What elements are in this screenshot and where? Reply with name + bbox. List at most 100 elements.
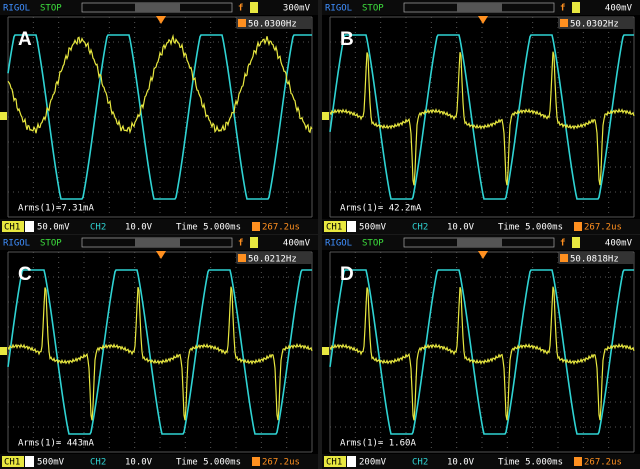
scope-panel: RIGOL STOP f 400mV 50.0212Hz C Arms(1)= 443mA C… [0,235,318,469]
brand: RIGOL [3,239,30,249]
bottom-bar [322,219,640,234]
ch1-trace [329,286,635,421]
panel-label: D [340,264,354,285]
measurement: Arms(1)=7.31mA [18,204,94,214]
freq-icon [238,19,246,27]
trigger-src [250,237,258,248]
timebase: Time 5.000ms [176,458,241,468]
measurement: Arms(1)= 1.60A [340,439,416,449]
ch1-coupling [25,456,34,467]
ch2-label: CH2 [412,458,428,468]
timebase: Time 5.000ms [498,223,563,233]
bottom-bar [0,219,318,234]
ch1-badge [324,456,346,467]
offset-icon [574,457,582,466]
offset-icon [252,222,260,231]
memory-window [135,238,180,247]
ch2-scale: 10.0V [125,223,153,233]
freq-icon [560,19,568,27]
status: STOP [40,4,62,14]
ch1-scale: 500mV [359,223,387,233]
memory-window [457,238,502,247]
memory-window [135,3,180,12]
ch1-coupling [25,221,34,232]
brand: RIGOL [325,4,352,14]
frequency: 50.0302Hz [570,20,619,30]
trigger-edge: f [238,239,243,249]
trigger-offset: 267.2us [584,223,622,233]
ch1-badge [324,221,346,232]
ch1-badge [2,456,24,467]
frequency: 50.0818Hz [570,255,619,265]
ch1-coupling [347,456,356,467]
trigger-pos-marker [478,251,488,259]
trigger-edge: f [238,4,243,14]
freq-box [236,17,312,29]
ch2-trace [7,269,312,435]
trigger-offset: 267.2us [262,458,300,468]
ch2-label: CH2 [412,223,428,233]
trigger-level: 400mV [283,239,311,249]
ch1-marker [322,347,329,355]
ch1-marker [0,112,7,120]
ch1-marker [0,347,7,355]
trigger-level: 400mV [605,4,633,14]
timebase: Time 5.000ms [498,458,563,468]
memory-window [457,3,502,12]
bottom-bar [0,454,318,469]
frequency: 50.0300Hz [248,20,297,30]
trigger-offset: 267.2us [262,223,300,233]
ch1-scale: 50.0mV [37,223,70,233]
ch2-label: CH2 [90,458,106,468]
trigger-src [572,2,580,13]
ch1-scale: 500mV [37,458,65,468]
offset-icon [574,222,582,231]
trigger-level: 300mV [283,4,311,14]
ch2-trace [329,34,634,200]
brand: RIGOL [325,239,352,249]
ch1-coupling [347,221,356,232]
ch1-badge [2,221,24,232]
ch1-marker [322,112,329,120]
panel-label: A [18,29,32,50]
bottom-bar [322,454,640,469]
trigger-pos-marker [156,251,166,259]
ch1-label: CH1 [4,458,20,468]
trigger-edge: f [560,4,565,14]
ch1-trace [7,286,313,421]
scope-panel: RIGOL STOP f 400mV 50.0818Hz D Arms(1)= 1.60A C… [322,235,640,469]
timebase: Time 5.000ms [176,223,241,233]
freq-box [236,252,312,264]
offset-icon [252,457,260,466]
measurement: Arms(1)= 443mA [18,439,94,449]
scope-panel: RIGOL STOP f 300mV 50.0300Hz A Arms(1)=7.31mA C… [0,0,318,234]
ch2-scale: 10.0V [447,458,475,468]
freq-box [558,252,634,264]
status: STOP [40,239,62,249]
freq-icon [560,254,568,262]
scope-panel: RIGOL STOP f 400mV 50.0302Hz B Arms(1)= 42.2mA… [322,0,640,234]
brand: RIGOL [3,4,30,14]
ch2-scale: 10.0V [447,223,475,233]
trigger-pos-marker [156,16,166,24]
trigger-edge: f [560,239,565,249]
measurement: Arms(1)= 42.2mA [340,204,422,214]
ch1-trace [329,51,635,186]
ch2-trace [7,34,312,200]
trigger-src [250,2,258,13]
frequency: 50.0212Hz [248,255,297,265]
ch1-label: CH1 [326,223,342,233]
trigger-src [572,237,580,248]
ch1-label: CH1 [4,223,20,233]
ch1-label: CH1 [326,458,342,468]
panel-label: B [340,29,354,50]
ch1-trace [7,33,313,135]
ch2-label: CH2 [90,223,106,233]
trigger-pos-marker [478,16,488,24]
ch1-scale: 200mV [359,458,387,468]
ch2-scale: 10.0V [125,458,153,468]
panel-label: C [18,264,32,285]
trigger-offset: 267.2us [584,458,622,468]
